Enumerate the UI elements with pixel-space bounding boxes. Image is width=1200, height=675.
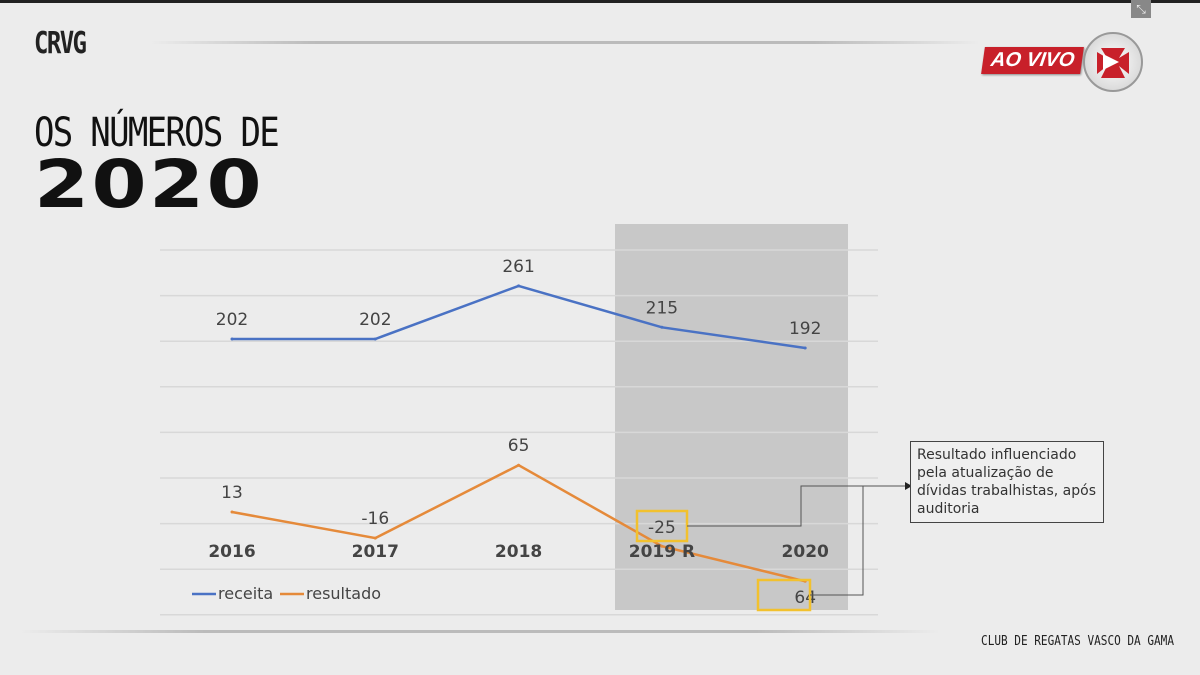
- x-tick-label: 2016: [208, 542, 255, 562]
- arrow-head-icon: [905, 482, 912, 490]
- data-label-resultado: -16: [361, 509, 389, 529]
- data-label-resultado: 65: [508, 436, 530, 456]
- data-label-receita: 192: [789, 319, 821, 339]
- data-point-receita: [803, 346, 807, 350]
- top-bar: [0, 0, 1200, 3]
- data-label-receita: 202: [216, 310, 248, 330]
- x-tick-label: 2017: [352, 542, 399, 562]
- data-label-receita: 261: [502, 257, 534, 277]
- data-point-resultado: [517, 463, 521, 467]
- data-point-receita: [660, 325, 664, 329]
- data-point-receita: [230, 337, 234, 341]
- legend-label-resultado: resultado: [306, 584, 381, 603]
- data-point-resultado: [373, 536, 377, 540]
- legend-label-receita: receita: [218, 584, 273, 603]
- crvg-logo: CRVG: [34, 26, 87, 61]
- divider: [150, 41, 980, 44]
- data-label-resultado: 13: [221, 483, 243, 503]
- title-line1: OS NÚMEROS DE: [34, 110, 280, 156]
- annotation-note: Resultado influenciado pela atualização …: [910, 441, 1104, 523]
- x-tick-label: 2018: [495, 542, 542, 562]
- footer-club-name: CLUB DE REGATAS VASCO DA GAMA: [981, 634, 1174, 649]
- data-point-resultado: [660, 544, 664, 548]
- fullscreen-exit-icon[interactable]: ⤡: [1131, 0, 1151, 18]
- divider: [20, 630, 940, 633]
- data-label-receita: 202: [359, 310, 391, 330]
- highlight-region: [615, 224, 848, 610]
- data-point-receita: [517, 284, 521, 288]
- vasco-logo-icon: [1083, 32, 1143, 92]
- x-tick-label: 2020: [782, 542, 829, 562]
- title-line2: 2020: [34, 146, 265, 223]
- data-label-receita: 215: [646, 298, 678, 318]
- data-label-resultado: -25: [648, 518, 676, 538]
- x-tick-label: 2019 R: [629, 542, 695, 562]
- data-point-resultado: [230, 510, 234, 514]
- data-label-resultado: 64: [794, 588, 816, 608]
- connector-line: [810, 486, 864, 596]
- data-point-receita: [373, 337, 377, 341]
- connector-line: [687, 485, 905, 527]
